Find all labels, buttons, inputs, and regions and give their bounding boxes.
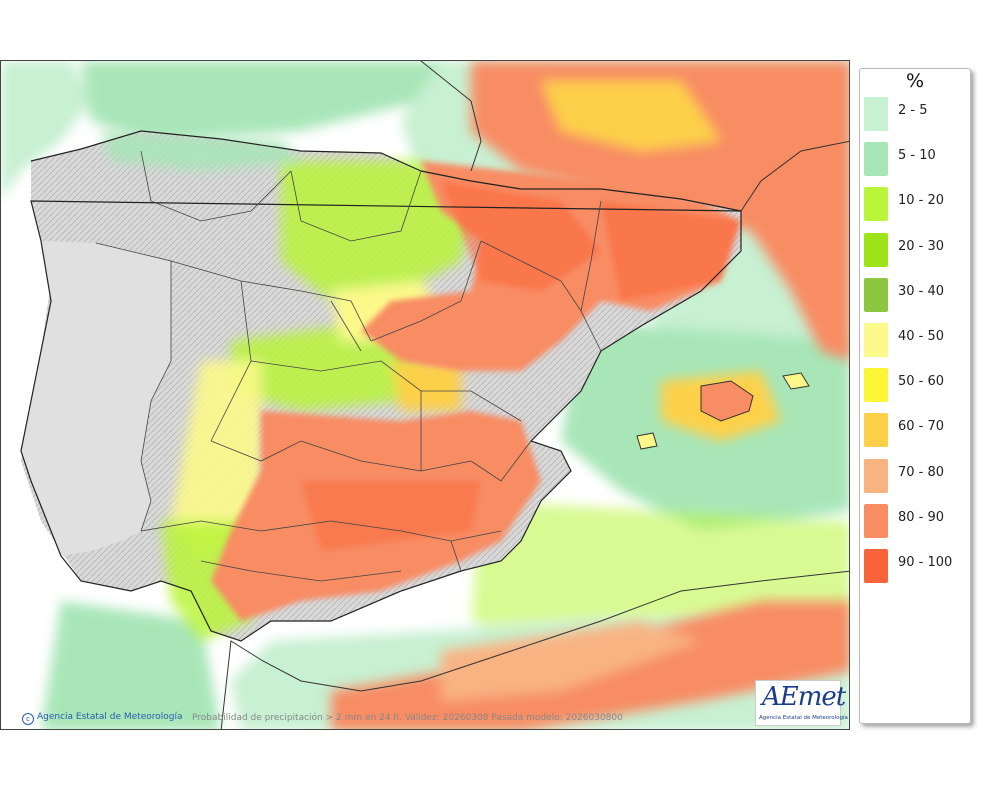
north-africa bbox=[220, 570, 849, 729]
legend-item: 40 - 50 bbox=[864, 319, 968, 359]
legend-item: 30 - 40 bbox=[864, 274, 968, 314]
legend-unit: % bbox=[905, 70, 925, 92]
legend-item: 2 - 5 bbox=[864, 93, 968, 133]
legend-swatch bbox=[864, 232, 888, 267]
legend-swatch bbox=[864, 187, 888, 222]
legend-label: 60 - 70 bbox=[898, 419, 945, 435]
balearic-islands bbox=[636, 372, 810, 450]
legend-label: 10 - 20 bbox=[898, 193, 945, 209]
logo-mark: AEmet bbox=[762, 682, 846, 712]
legend-label: 80 - 90 bbox=[898, 509, 945, 525]
legend-item: 70 - 80 bbox=[864, 455, 968, 495]
legend-label: 50 - 60 bbox=[898, 374, 945, 390]
legend-label: 2 - 5 bbox=[898, 103, 928, 118]
legend-label: 40 - 50 bbox=[898, 329, 945, 344]
legend-swatch bbox=[864, 368, 888, 403]
legend-swatch bbox=[864, 97, 888, 131]
map-canvas bbox=[1, 61, 849, 729]
legend-item: 60 - 70 bbox=[864, 409, 968, 449]
sea-high-probability bbox=[331, 61, 849, 729]
legend-label: 30 - 40 bbox=[898, 283, 945, 299]
legend-swatch bbox=[864, 549, 888, 583]
legend-label: 20 - 30 bbox=[898, 238, 945, 254]
pyrenees-border bbox=[420, 170, 742, 212]
legend-label: 70 - 80 bbox=[898, 464, 945, 480]
copyright-icon: c bbox=[22, 713, 34, 725]
legend-item: 90 - 100 bbox=[864, 545, 968, 585]
region-borders bbox=[95, 150, 602, 582]
legend-swatch bbox=[864, 142, 888, 177]
legend-label: 90 - 100 bbox=[898, 555, 953, 570]
france-coastline bbox=[420, 61, 849, 212]
map-caption: Probabilidad de precipitación > 2 mm en … bbox=[192, 713, 623, 723]
legend-item: 10 - 20 bbox=[864, 183, 968, 223]
aemet-logo: AEmet Agencia Estatal de Meteorología bbox=[755, 680, 848, 726]
legend-panel: % 2 - 5 5 - 10 10 - 20 20 - 30 30 - 40 40 - 5… bbox=[859, 68, 971, 724]
legend-swatch bbox=[864, 503, 888, 538]
legend-label: 5 - 10 bbox=[898, 148, 936, 164]
legend-item: 80 - 90 bbox=[864, 500, 968, 540]
legend-swatch bbox=[864, 323, 888, 357]
portugal bbox=[21, 241, 171, 556]
legend-swatch bbox=[864, 277, 888, 312]
iberia-coastline bbox=[20, 130, 742, 642]
logo-subtitle: Agencia Estatal de Meteorología bbox=[759, 715, 848, 721]
legend-swatch bbox=[864, 413, 888, 448]
legend-item: 5 - 10 bbox=[864, 138, 968, 178]
credit-text: Agencia Estatal de Meteorología bbox=[37, 712, 183, 722]
legend-item: 20 - 30 bbox=[864, 229, 968, 269]
precipitation-map bbox=[0, 60, 850, 730]
legend-item: 50 - 60 bbox=[864, 364, 968, 404]
legend-swatch bbox=[864, 458, 888, 493]
agency-credit: c Agencia Estatal de Meteorología bbox=[22, 712, 183, 725]
